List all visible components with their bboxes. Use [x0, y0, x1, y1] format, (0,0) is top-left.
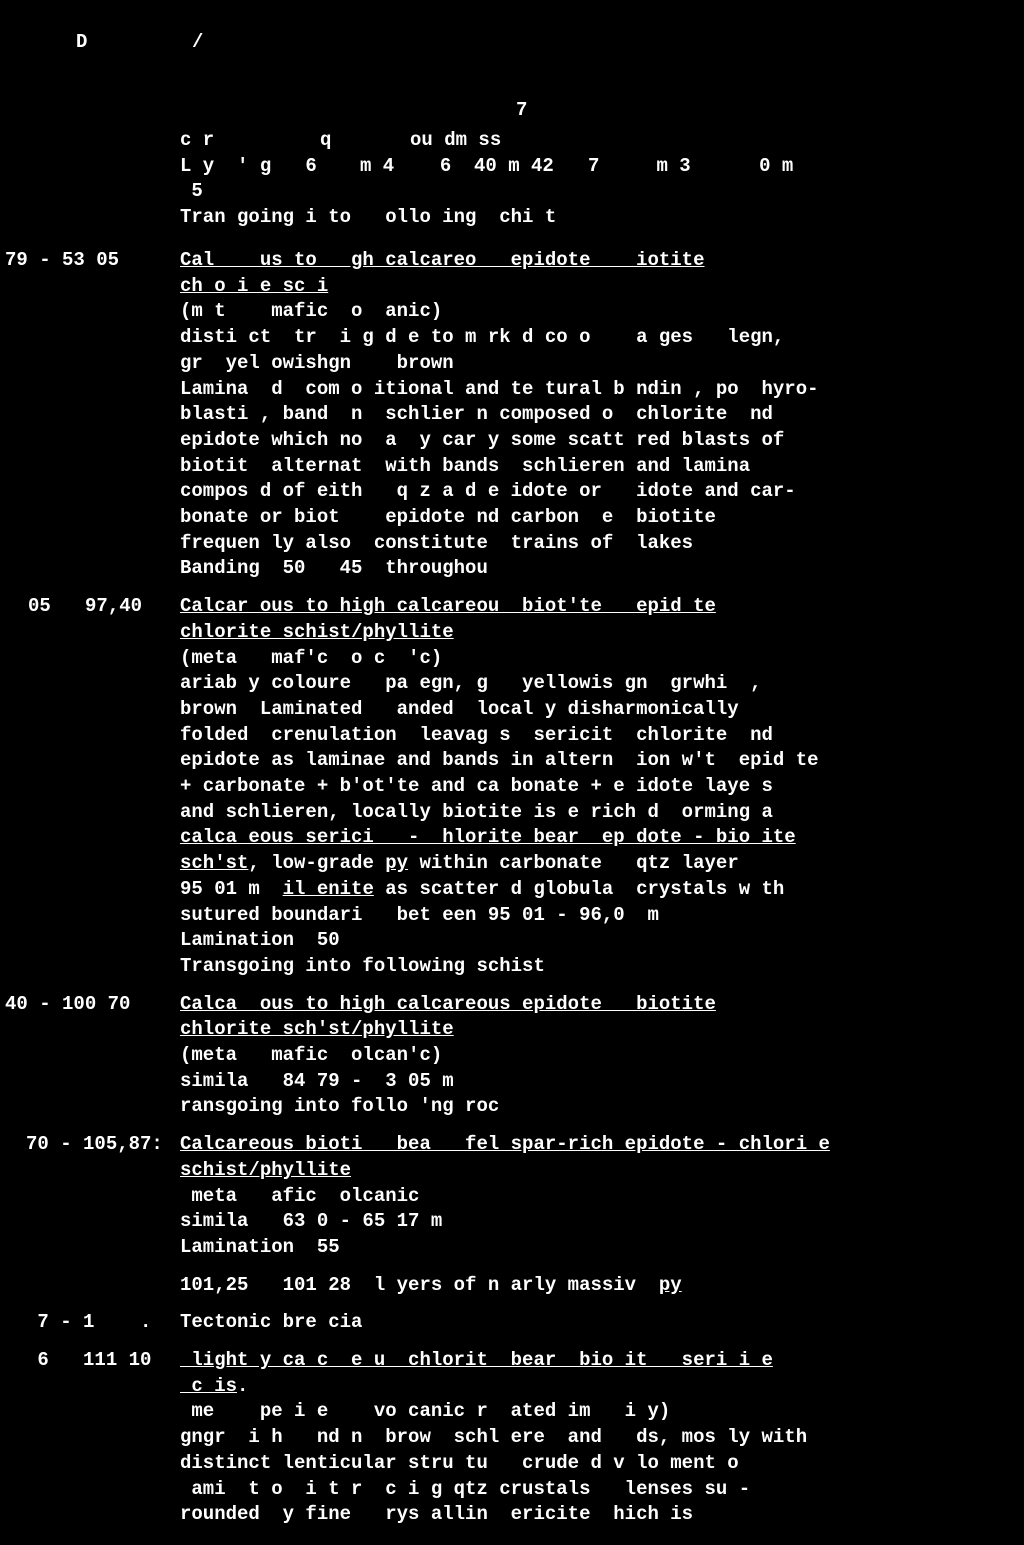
section-title: chlorite schist/phyllite	[180, 620, 454, 646]
text-line: folded crenulation leavag s sericit chlo…	[180, 723, 773, 749]
text-line: Tran going i to ollo ing chi t	[180, 205, 556, 231]
text-line: distinct lenticular stru tu crude d v lo…	[180, 1451, 739, 1477]
text-line: gr yel owishgn brown	[180, 351, 454, 377]
text-line: L y ' g 6	[180, 154, 317, 180]
text-line: Banding 50 45 throughou	[180, 556, 488, 582]
text-frag: within carbonate qtz layer	[408, 852, 739, 874]
text-line: ou dm ss	[410, 128, 501, 154]
text-frag: as scatter d globula crystals w th	[374, 878, 784, 900]
section-title-inline: calca eous serici - hlorite bear ep dote…	[180, 825, 796, 851]
text-line: Transgoing into following schist	[180, 954, 545, 980]
text-line: c r	[180, 128, 214, 154]
text-line: m 4 6 40 m 42 7 m 3 0 m	[360, 154, 793, 180]
depth-range: 6 111 10	[26, 1348, 151, 1374]
page: D / 7 c r q ou dm ss L y ' g 6 m 4 6 40 m 42 7 …	[0, 0, 1024, 1545]
text-line: simila 84 79 - 3 05 m	[180, 1069, 454, 1095]
text-line: compos d of eith q z a d e idote or idot…	[180, 479, 796, 505]
text-line: epidote which no a y car y some scatt re…	[180, 428, 784, 454]
text-line: bonate or biot epidote nd carbon e bioti…	[180, 505, 716, 531]
text-line: and schlieren, locally biotite is e rich…	[180, 800, 773, 826]
depth-range: 05 97,40	[28, 594, 142, 620]
text-line: sutured boundari bet een 95 01 - 96,0 m	[180, 903, 659, 929]
depth-range: 7 - 1 .	[26, 1310, 151, 1336]
text-line: 101,25 101 28 l yers of n arly massiv py	[180, 1273, 682, 1299]
py-label: py	[659, 1274, 682, 1296]
text-line: ransgoing into follo 'ng roc	[180, 1094, 499, 1120]
text-line: q	[320, 128, 331, 154]
text-line: simila 63 0 - 65 17 m	[180, 1209, 442, 1235]
section-title: ch o i e sc i	[180, 274, 328, 300]
text-line: c is.	[180, 1374, 248, 1400]
text-line: brown Laminated anded local y disharmoni…	[180, 697, 739, 723]
text-frag: 101,25 101 28 l yers of n arly massiv	[180, 1274, 659, 1296]
section-title: Calcareous bioti bea fel spar-rich epido…	[180, 1132, 830, 1158]
text-line: (m t mafic o anic)	[180, 299, 442, 325]
py-label: py	[385, 852, 408, 874]
text-line: Lamination 50	[180, 928, 340, 954]
section-title: schist/phyllite	[180, 1158, 351, 1184]
text-frag: , low-grade	[248, 852, 385, 874]
depth-range: 40 - 100 70	[5, 992, 130, 1018]
text-line: rounded y fine rys allin ericite hich is	[180, 1502, 693, 1528]
section-title: light y ca c e u chlorit bear bio it ser…	[180, 1348, 773, 1374]
text-line: (meta mafic olcan'c)	[180, 1043, 442, 1069]
section-title: Calca ous to high calcareous epidote bio…	[180, 992, 716, 1018]
title-frag: sch'st	[180, 852, 248, 874]
section-title: Cal us to gh calcareo epidote iotite	[180, 248, 705, 274]
text-line: 95 01 m il enite as scatter d globula cr…	[180, 877, 784, 903]
section-title: Calcar ous to high calcareou biot'te epi…	[180, 594, 716, 620]
text-frag: 95 01 m	[180, 878, 283, 900]
page-number: 7	[516, 98, 527, 124]
header-slash: /	[192, 30, 203, 56]
text-line: gngr i h nd n brow schl ere and ds, mos …	[180, 1425, 807, 1451]
text-line: biotit alternat with bands schlieren and…	[180, 454, 750, 480]
text-line: Lamination 55	[180, 1235, 340, 1261]
header-d: D	[76, 30, 87, 56]
text-line: Lamina d com o itional and te tural b nd…	[180, 377, 819, 403]
text-line: me pe i e vo canic r ated im i y)	[180, 1399, 670, 1425]
text-line: meta afic olcanic	[180, 1184, 419, 1210]
text-line: + carbonate + b'ot'te and ca bonate + e …	[180, 774, 773, 800]
text-line: Tectonic bre cia	[180, 1310, 362, 1336]
text-line: ami t o i t r c i g qtz crustals lenses …	[180, 1477, 750, 1503]
mineral-label: il enite	[283, 878, 374, 900]
text-line: frequen ly also constitute trains of lak…	[180, 531, 693, 557]
depth-range: 79 - 53 05	[5, 248, 119, 274]
text-frag: .	[237, 1375, 248, 1397]
text-line: sch'st, low-grade py within carbonate qt…	[180, 851, 739, 877]
text-line: epidote as laminae and bands in altern i…	[180, 748, 819, 774]
text-line: (meta maf'c o c 'c)	[180, 646, 442, 672]
title-frag: c is	[180, 1375, 237, 1397]
text-line: disti ct tr i g d e to m rk d co o a ges…	[180, 325, 784, 351]
text-line: blasti , band n schlier n composed o chl…	[180, 402, 773, 428]
section-title: chlorite sch'st/phyllite	[180, 1017, 454, 1043]
text-line: 5	[180, 179, 203, 205]
depth-range: 70 - 105,87:	[26, 1132, 163, 1158]
text-line: ariab y coloure pa egn, g yellowis gn gr…	[180, 671, 762, 697]
